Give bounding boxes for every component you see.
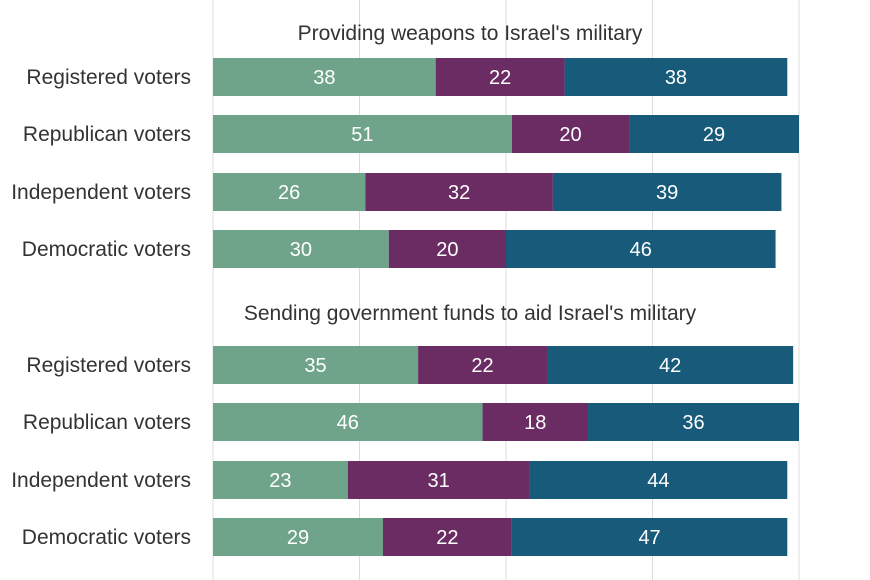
data-label: 29: [703, 124, 725, 146]
bar-segment: [511, 518, 788, 556]
bar-segment: [213, 230, 389, 268]
data-label: 32: [448, 182, 470, 204]
bar-segment: [564, 58, 788, 96]
bar-segment: [388, 230, 506, 268]
bar-segment: [213, 346, 419, 384]
data-label: 46: [630, 239, 652, 261]
bar-segment: [588, 403, 799, 441]
bar-segment: [418, 346, 548, 384]
bar-segment: [547, 346, 794, 384]
category-label: Registered voters: [26, 66, 191, 89]
data-label: 20: [436, 239, 458, 261]
bar-segment: [511, 115, 630, 153]
category-label: Democratic voters: [22, 526, 191, 549]
data-label: 18: [524, 412, 546, 434]
bar-segment: [213, 58, 436, 96]
data-label: 22: [489, 67, 511, 89]
category-label: Republican voters: [23, 123, 191, 146]
data-label: 31: [427, 470, 449, 492]
data-label: 29: [287, 527, 309, 549]
bar-group-2: Sending government funds to aid Israel's…: [11, 302, 799, 556]
category-label: Independent voters: [11, 181, 191, 204]
category-label: Registered voters: [26, 354, 191, 377]
bar-segment: [365, 173, 553, 211]
group-title: Providing weapons to Israel's military: [298, 22, 643, 45]
data-label: 36: [682, 412, 704, 434]
bar-segment: [552, 173, 782, 211]
data-label: 47: [638, 527, 660, 549]
bar-segment: [506, 230, 776, 268]
data-label: 23: [269, 470, 291, 492]
bar-segment: [213, 115, 512, 153]
data-label: 38: [313, 67, 335, 89]
data-label: 44: [647, 470, 669, 492]
bar-segment: [213, 173, 366, 211]
data-label: 30: [290, 239, 312, 261]
bar-segment: [213, 461, 348, 499]
data-label: 51: [351, 124, 373, 146]
bar-segment: [382, 518, 512, 556]
data-label: 20: [559, 124, 581, 146]
bar-segment: [435, 58, 565, 96]
bar-segment: [482, 403, 589, 441]
data-label: 39: [656, 182, 678, 204]
bar-group-1: Providing weapons to Israel's military Re…: [11, 22, 799, 268]
data-label: 22: [471, 355, 493, 377]
bar-segment: [213, 403, 483, 441]
data-label: 38: [665, 67, 687, 89]
bar-segment: [347, 461, 530, 499]
bar-segment: [629, 115, 799, 153]
category-label: Independent voters: [11, 469, 191, 492]
category-label: Republican voters: [23, 411, 191, 434]
data-label: 46: [337, 412, 359, 434]
data-label: 35: [304, 355, 326, 377]
chart-groups: Providing weapons to Israel's military Re…: [11, 22, 799, 556]
bar-segment: [213, 518, 383, 556]
data-label: 42: [659, 355, 681, 377]
category-label: Democratic voters: [22, 238, 191, 261]
bar-segment: [529, 461, 788, 499]
group-title: Sending government funds to aid Israel's…: [244, 302, 697, 325]
data-label: 26: [278, 182, 300, 204]
data-label: 22: [436, 527, 458, 549]
